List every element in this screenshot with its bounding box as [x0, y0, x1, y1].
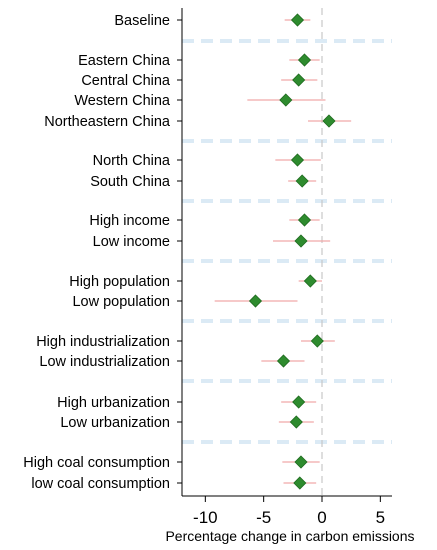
row-label: Western China	[74, 93, 171, 109]
row-label: High urbanization	[57, 395, 170, 411]
x-axis-ticks: -10 -5 0 5	[193, 496, 385, 527]
row-labels: Baseline Eastern China Central China Wester…	[23, 13, 171, 492]
row-label: Eastern China	[78, 53, 171, 69]
group-separators	[182, 39, 392, 444]
row-label: High income	[89, 213, 170, 229]
point-marker	[322, 114, 336, 128]
row-label: Baseline	[114, 13, 170, 29]
point-marker	[279, 93, 293, 107]
point-marker	[295, 174, 309, 188]
row-label: Northeastern China	[44, 114, 171, 130]
point-marker	[303, 274, 317, 288]
row-label: Low population	[72, 294, 170, 310]
point-marker	[289, 415, 303, 429]
point-marker	[290, 153, 305, 167]
point-marker	[310, 334, 324, 348]
row-label: Low urbanization	[60, 415, 170, 431]
row-label: South China	[90, 174, 171, 190]
x-tick-label: -10	[193, 508, 218, 527]
point-marker	[297, 53, 312, 67]
point-marker	[290, 13, 305, 27]
x-tick-label: 5	[376, 508, 385, 527]
row-label: High population	[69, 274, 170, 290]
row-label: Low industrialization	[39, 354, 170, 370]
point-marker	[294, 455, 308, 469]
point-marker	[297, 213, 312, 227]
point-estimates	[248, 13, 336, 490]
x-tick-label: -5	[256, 508, 271, 527]
row-label: Central China	[81, 73, 171, 89]
row-label: Low income	[93, 234, 170, 250]
row-label: low coal consumption	[31, 476, 170, 492]
point-marker	[293, 476, 307, 490]
point-marker	[292, 395, 306, 409]
point-marker	[248, 294, 263, 308]
x-tick-label: 0	[317, 508, 326, 527]
point-marker	[276, 354, 291, 368]
point-marker	[292, 73, 306, 87]
row-label: High coal consumption	[23, 455, 170, 471]
x-axis-label: Percentage change in carbon emissions	[165, 528, 414, 544]
point-marker	[294, 234, 308, 248]
row-label: High industrialization	[36, 334, 170, 350]
plot-frame	[177, 8, 392, 497]
confidence-intervals	[214, 19, 352, 484]
row-label: North China	[93, 153, 171, 169]
